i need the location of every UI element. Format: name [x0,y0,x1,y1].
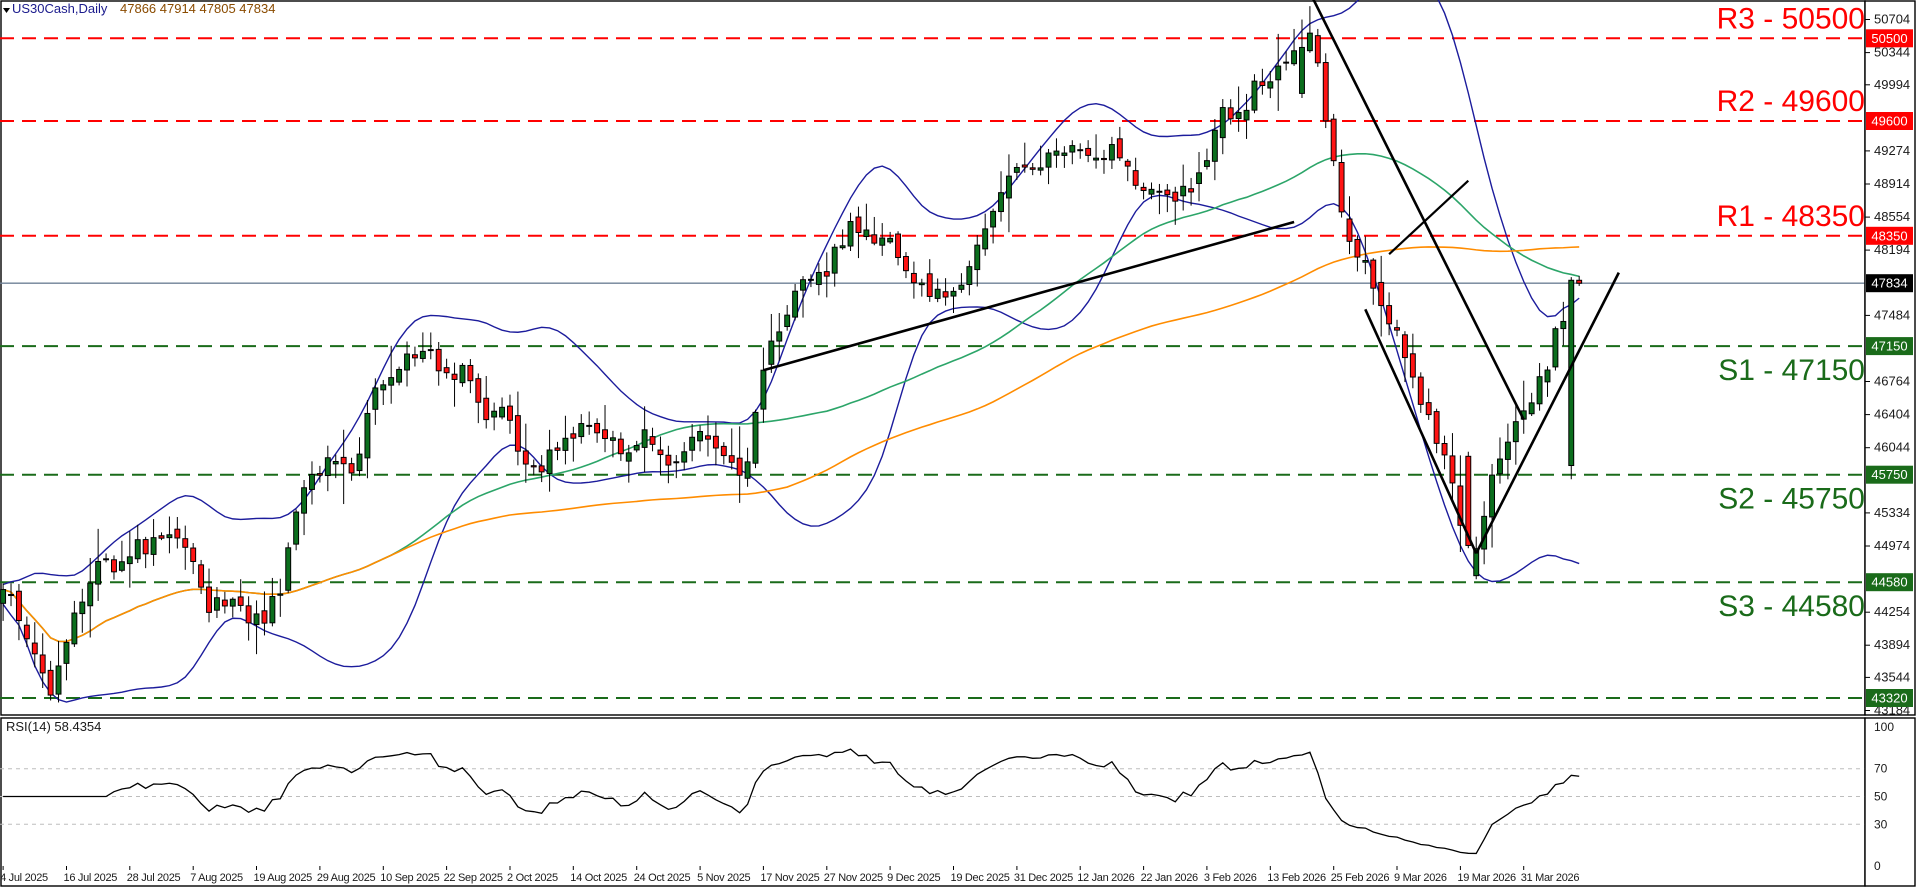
svg-text:50: 50 [1874,790,1888,804]
svg-text:45750: 45750 [1871,467,1907,482]
svg-text:50704: 50704 [1874,12,1910,27]
svg-text:3 Feb 2026: 3 Feb 2026 [1204,872,1257,884]
svg-text:22 Sep 2025: 22 Sep 2025 [444,872,503,884]
svg-text:48350: 48350 [1871,228,1907,243]
svg-text:46764: 46764 [1874,374,1910,389]
svg-text:30: 30 [1874,817,1888,831]
svg-text:R3 - 50500: R3 - 50500 [1717,2,1865,35]
svg-text:US30Cash,Daily: US30Cash,Daily [12,1,108,16]
svg-text:17 Nov 2025: 17 Nov 2025 [760,872,819,884]
svg-text:28 Jul 2025: 28 Jul 2025 [127,872,181,884]
svg-text:50500: 50500 [1871,31,1907,46]
svg-text:24 Oct 2025: 24 Oct 2025 [634,872,691,884]
svg-text:4 Jul 2025: 4 Jul 2025 [0,872,48,884]
svg-text:44254: 44254 [1874,604,1910,619]
svg-text:100: 100 [1874,720,1894,734]
svg-text:29 Aug 2025: 29 Aug 2025 [317,872,376,884]
svg-text:47866 47914 47805 47834: 47866 47914 47805 47834 [120,1,275,16]
svg-text:49274: 49274 [1874,143,1910,158]
svg-text:19 Aug 2025: 19 Aug 2025 [254,872,313,884]
svg-text:43320: 43320 [1871,691,1907,706]
svg-text:16 Jul 2025: 16 Jul 2025 [64,872,118,884]
svg-text:19 Mar 2026: 19 Mar 2026 [1457,872,1516,884]
svg-text:70: 70 [1874,762,1888,776]
svg-text:R2 - 49600: R2 - 49600 [1717,85,1865,118]
svg-text:S1 - 47150: S1 - 47150 [1718,354,1865,387]
svg-text:44580: 44580 [1871,575,1907,590]
svg-text:7 Aug 2025: 7 Aug 2025 [190,872,243,884]
svg-text:46044: 46044 [1874,440,1910,455]
svg-text:47150: 47150 [1871,339,1907,354]
svg-text:S3 - 44580: S3 - 44580 [1718,590,1865,623]
svg-text:45334: 45334 [1874,505,1910,520]
svg-text:49994: 49994 [1874,77,1910,92]
svg-text:19 Dec 2025: 19 Dec 2025 [951,872,1010,884]
svg-text:RSI(14) 58.4354: RSI(14) 58.4354 [6,719,101,734]
svg-text:47484: 47484 [1874,307,1910,322]
svg-text:44974: 44974 [1874,538,1910,553]
svg-text:31 Dec 2025: 31 Dec 2025 [1014,872,1073,884]
svg-text:9 Mar 2026: 9 Mar 2026 [1394,872,1447,884]
svg-text:22 Jan 2026: 22 Jan 2026 [1141,872,1198,884]
svg-text:46404: 46404 [1874,407,1910,422]
svg-text:10 Sep 2025: 10 Sep 2025 [380,872,439,884]
svg-text:5 Nov 2025: 5 Nov 2025 [697,872,750,884]
svg-text:49600: 49600 [1871,114,1907,129]
svg-text:S2 - 45750: S2 - 45750 [1718,483,1865,516]
svg-text:43544: 43544 [1874,669,1910,684]
svg-text:43894: 43894 [1874,637,1910,652]
svg-text:14 Oct 2025: 14 Oct 2025 [570,872,627,884]
svg-text:R1 - 48350: R1 - 48350 [1717,200,1865,233]
svg-text:48554: 48554 [1874,209,1910,224]
svg-text:25 Feb 2026: 25 Feb 2026 [1331,872,1390,884]
svg-text:2 Oct 2025: 2 Oct 2025 [507,872,558,884]
svg-text:13 Feb 2026: 13 Feb 2026 [1267,872,1326,884]
svg-text:27 Nov 2025: 27 Nov 2025 [824,872,883,884]
svg-text:48914: 48914 [1874,176,1910,191]
svg-text:9 Dec 2025: 9 Dec 2025 [887,872,940,884]
svg-text:12 Jan 2026: 12 Jan 2026 [1077,872,1134,884]
svg-text:47834: 47834 [1871,276,1907,291]
svg-text:31 Mar 2026: 31 Mar 2026 [1521,872,1580,884]
svg-text:0: 0 [1874,859,1881,873]
